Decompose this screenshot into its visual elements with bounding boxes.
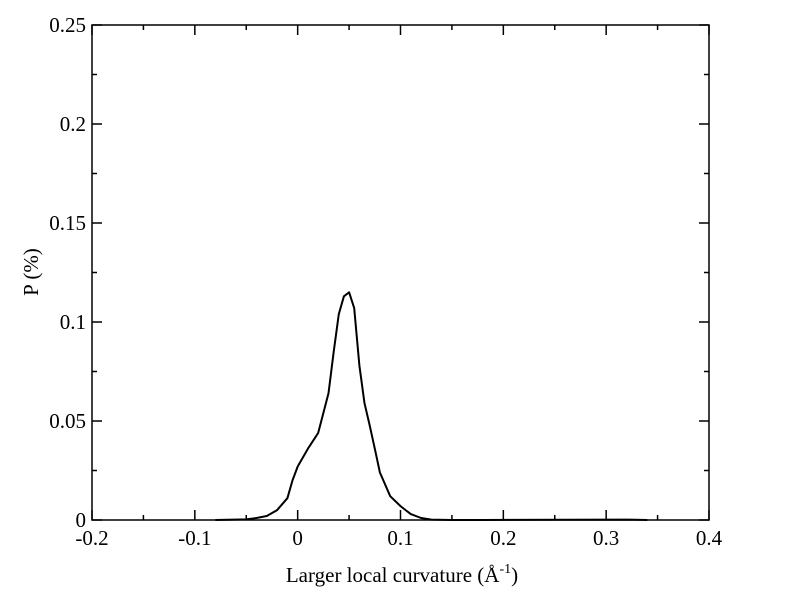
x-tick-label: -0.2 bbox=[75, 526, 108, 550]
y-tick-label: 0.25 bbox=[49, 13, 86, 37]
x-tick-label: 0 bbox=[292, 526, 303, 550]
y-tick-label: 0.2 bbox=[60, 112, 86, 136]
y-axis-label: P (%) bbox=[19, 248, 43, 296]
y-tick-label: 0 bbox=[76, 508, 87, 532]
x-tick-label: -0.1 bbox=[178, 526, 211, 550]
y-tick-label: 0.05 bbox=[49, 409, 86, 433]
ticks-group bbox=[91, 24, 710, 521]
x-axis-label: Larger local curvature (Å-1) bbox=[286, 562, 518, 587]
tick-labels-group: -0.2 -0.1 0 0.1 0.2 0.3 0.4 0 0.05 0.1 0.15 0.2 0.25 bbox=[49, 13, 722, 550]
series-group bbox=[215, 291, 648, 521]
plot-frame bbox=[91, 24, 710, 521]
x-tick-label: 0.2 bbox=[490, 526, 516, 550]
x-tick-label: 0.3 bbox=[593, 526, 619, 550]
y-tick-label: 0.1 bbox=[60, 310, 86, 334]
x-tick-label: 0.4 bbox=[696, 526, 723, 550]
series-line bbox=[215, 291, 648, 521]
y-tick-label: 0.15 bbox=[49, 211, 86, 235]
x-tick-label: 0.1 bbox=[387, 526, 413, 550]
